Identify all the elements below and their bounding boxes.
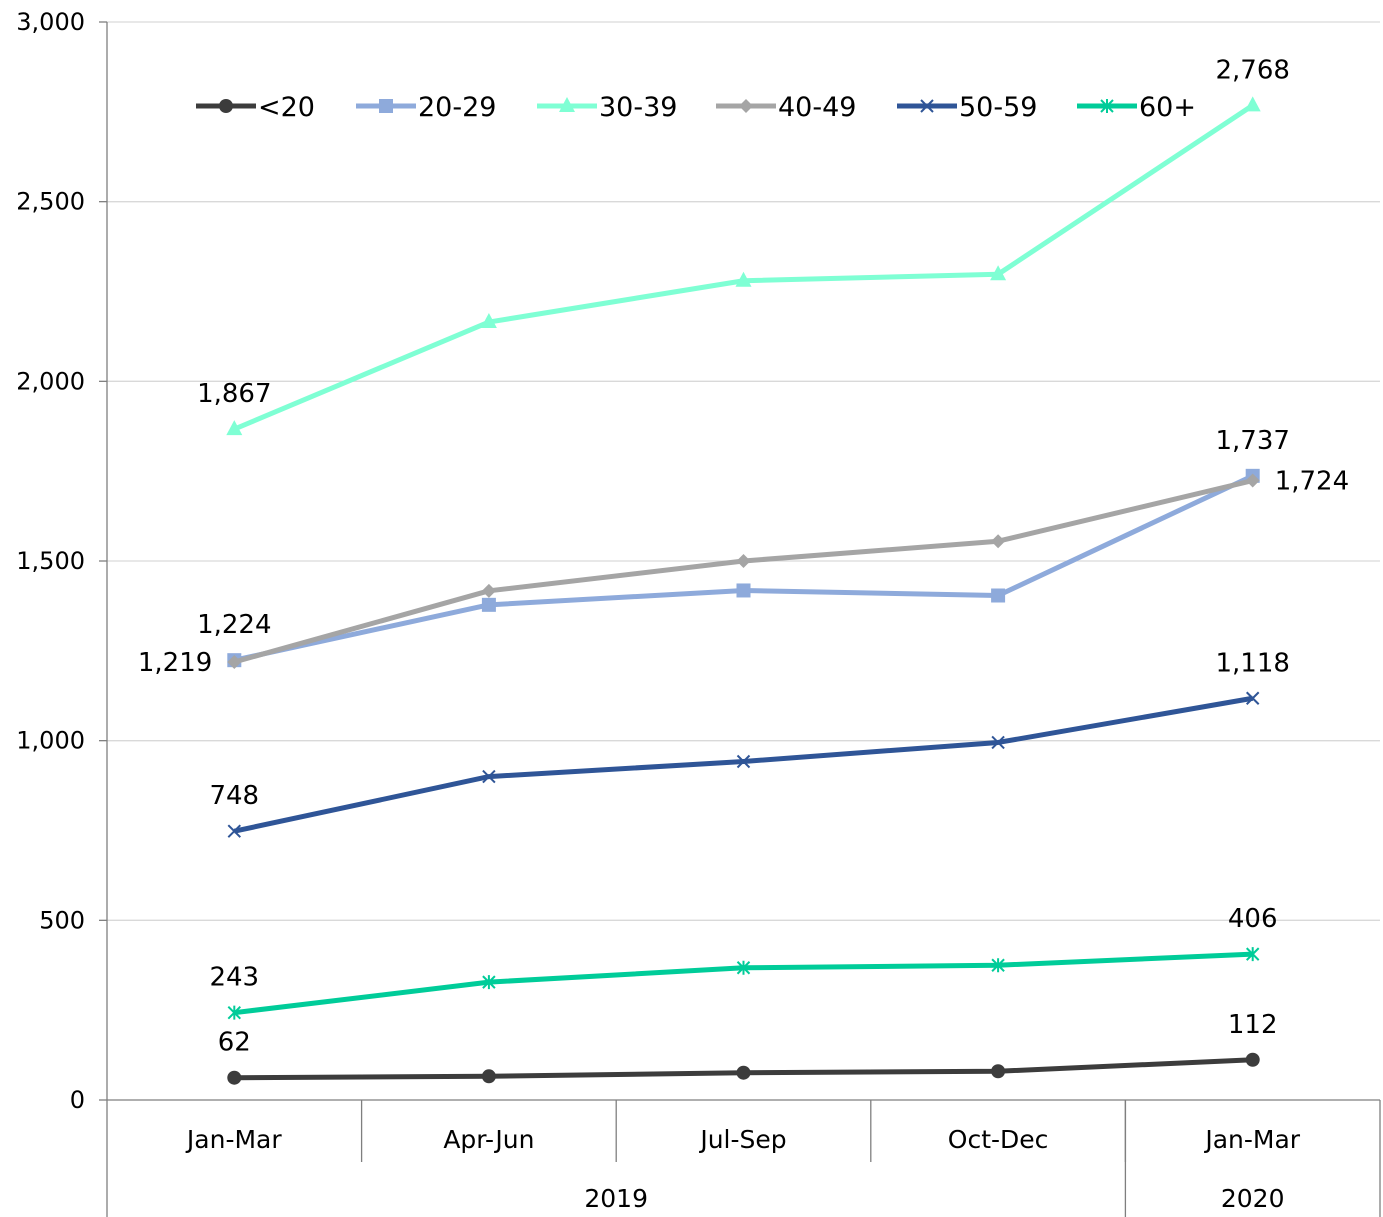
x-tick-label: Apr-Jun — [443, 1125, 534, 1154]
marker-square — [736, 583, 751, 598]
x-tick-label: Oct-Dec — [948, 1125, 1049, 1154]
y-tick-label: 500 — [39, 906, 85, 934]
legend-entry: 50-59 — [897, 92, 1037, 123]
marker-triangle — [990, 265, 1007, 281]
y-tick-label: 1,500 — [16, 547, 85, 575]
marker-diamond — [227, 654, 242, 669]
marker-x — [1245, 691, 1260, 705]
data-label: 62 — [218, 1028, 251, 1058]
marker-square — [991, 588, 1006, 603]
series-60+ — [227, 947, 1260, 1020]
legend-label: 20-29 — [418, 92, 496, 123]
data-label: 112 — [1228, 1010, 1278, 1040]
marker-triangle — [226, 420, 243, 436]
x-tick-label: Jul-Sep — [698, 1125, 786, 1154]
marker-circle — [1245, 1052, 1260, 1067]
marker-x — [991, 735, 1005, 750]
marker-star — [227, 1005, 242, 1020]
x-tick-label: Jan-Mar — [185, 1125, 282, 1154]
series-line — [233, 103, 1255, 432]
series-line — [233, 695, 1254, 834]
series-line — [233, 473, 1254, 663]
series-30-39 — [226, 96, 1261, 436]
legend-entry: 30-39 — [537, 92, 677, 123]
marker-diamond — [736, 554, 751, 568]
marker-star — [1245, 947, 1260, 962]
legend-label: <20 — [258, 92, 315, 123]
x-group-label: 2019 — [584, 1184, 648, 1213]
marker-x — [227, 824, 242, 838]
marker-x — [736, 754, 751, 769]
legend-entry: <20 — [196, 92, 315, 123]
marker-triangle — [480, 313, 497, 329]
x-group-label: 2020 — [1221, 1184, 1285, 1213]
series-lines — [226, 96, 1261, 1085]
marker-star — [1100, 99, 1114, 113]
legend: <20 20-29 30-39 40-49 50-59 60+ — [196, 92, 1196, 123]
data-labels: 62 112 1,224 1,737 1,867 2,768 1,219 1,724 748 1,… — [138, 55, 1349, 1057]
y-tick-label: 1,000 — [16, 727, 85, 755]
series-40-49 — [227, 473, 1260, 669]
data-label: 1,224 — [197, 610, 271, 640]
series-50-59 — [227, 691, 1260, 838]
marker-square — [481, 597, 496, 612]
legend-label: 30-39 — [599, 92, 677, 123]
marker-star — [736, 960, 751, 975]
marker-x — [920, 99, 934, 113]
marker-diamond — [481, 583, 496, 598]
marker-star — [482, 975, 496, 990]
marker-diamond — [1245, 473, 1260, 488]
series-<20 — [227, 1052, 1260, 1085]
series-line — [233, 478, 1254, 665]
data-label: 748 — [209, 781, 259, 811]
gridlines — [107, 21, 1380, 921]
data-label: 406 — [1228, 904, 1278, 934]
data-label: 1,724 — [1275, 467, 1349, 497]
data-label: 2,768 — [1215, 55, 1289, 85]
y-tick-label: 0 — [70, 1086, 85, 1114]
y-tick-label: 3,000 — [16, 8, 85, 36]
marker-circle — [227, 1070, 242, 1085]
legend-entry: 40-49 — [716, 92, 856, 123]
marker-diamond — [739, 99, 753, 113]
series-20-29 — [227, 468, 1260, 668]
marker-x — [482, 769, 496, 784]
legend-label: 60+ — [1139, 92, 1196, 123]
marker-triangle — [1244, 96, 1261, 112]
marker-diamond — [991, 534, 1006, 549]
data-label: 243 — [209, 963, 259, 993]
data-label: 1,867 — [197, 379, 271, 409]
marker-square — [379, 99, 393, 113]
marker-circle — [481, 1069, 496, 1084]
data-label: 1,737 — [1215, 426, 1289, 456]
data-label: 1,219 — [138, 648, 212, 678]
marker-circle — [991, 1064, 1006, 1079]
x-tick-label: Jan-Mar — [1203, 1125, 1300, 1154]
marker-star — [991, 958, 1005, 973]
legend-label: 40-49 — [778, 92, 856, 123]
legend-entry: 60+ — [1077, 92, 1196, 123]
marker-triangle — [735, 271, 752, 287]
axes: 0 500 1,000 1,500 2,000 2,500 3,000 Jan-Mar Apr-… — [16, 8, 1381, 1217]
legend-entry: 20-29 — [356, 92, 496, 123]
marker-circle — [736, 1065, 751, 1080]
y-tick-label: 2,000 — [16, 367, 85, 395]
marker-triangle — [559, 97, 575, 112]
legend-label: 50-59 — [959, 92, 1037, 123]
data-label: 1,118 — [1215, 648, 1289, 678]
y-tick-label: 2,500 — [16, 188, 85, 216]
marker-circle — [219, 99, 233, 113]
